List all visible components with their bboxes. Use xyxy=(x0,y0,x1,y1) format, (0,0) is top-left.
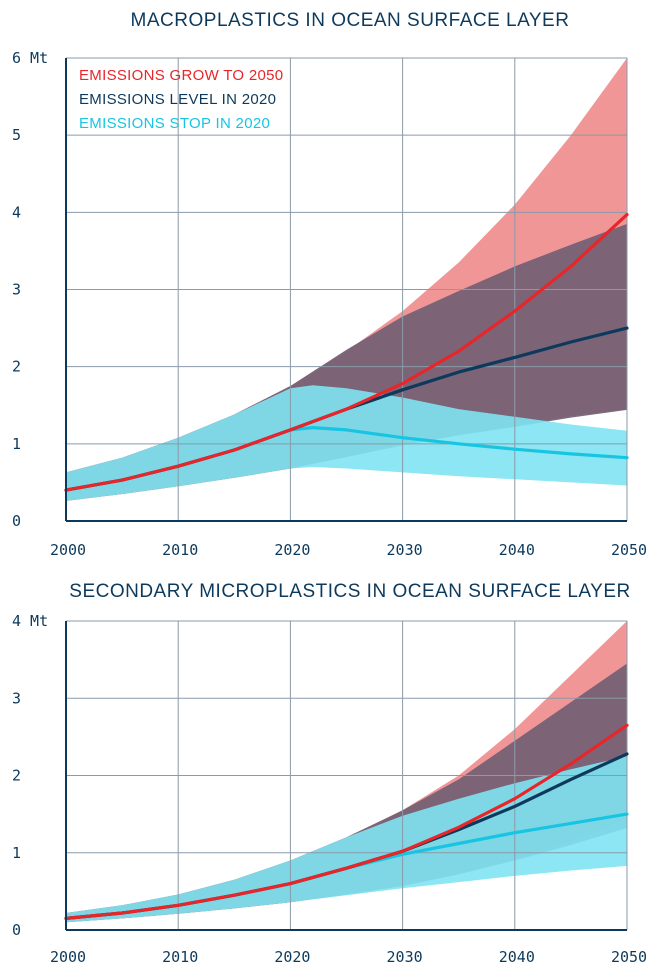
x-tick-label: 2020 xyxy=(274,948,310,966)
band-emissions-stop-in-2020 xyxy=(66,385,627,501)
x-tick-label: 2050 xyxy=(611,948,647,966)
x-tick-label: 2040 xyxy=(499,948,535,966)
y-tick-label: 0 xyxy=(12,921,21,939)
axes xyxy=(65,58,627,522)
y-tick-label: 2 xyxy=(12,767,21,785)
x-tick-label: 2030 xyxy=(387,541,423,559)
x-tick-label: 2050 xyxy=(611,541,647,559)
legend-item-emissions-grow-to-2050: EMISSIONS GROW TO 2050 xyxy=(79,67,283,84)
uncertainty-bands xyxy=(66,621,627,923)
line-emissions-grow-to-2050 xyxy=(64,213,629,492)
legend-item-emissions-stop-in-2020: EMISSIONS STOP IN 2020 xyxy=(79,115,270,132)
y-tick-label: 4 xyxy=(12,203,21,221)
x-tick-label: 2020 xyxy=(274,541,310,559)
macroplastics-chart: MACROPLASTICS IN OCEAN SURFACE LAYER 200… xyxy=(12,10,647,559)
x-tick-labels: 2000 2010 2020 2030 2040 2050 xyxy=(50,948,647,966)
uncertainty-bands xyxy=(66,58,627,501)
legend-item-emissions-level-in-2020: EMISSIONS LEVEL IN 2020 xyxy=(79,91,276,108)
y-tick-label: 4 Mt xyxy=(12,612,48,630)
series-lines xyxy=(64,213,629,492)
y-tick-label: 1 xyxy=(12,844,21,862)
x-tick-label: 2010 xyxy=(162,948,198,966)
y-tick-label: 5 xyxy=(12,126,21,144)
y-tick-label: 1 xyxy=(12,435,21,453)
gridlines xyxy=(66,57,628,521)
series-lines xyxy=(64,723,629,921)
y-tick-label: 6 Mt xyxy=(12,49,48,67)
line-emissions-grow-to-2050 xyxy=(64,723,629,921)
x-tick-label: 2000 xyxy=(50,541,86,559)
x-tick-labels: 2000 2010 2020 2030 2040 2050 xyxy=(50,541,647,559)
band-emissions-stop-in-2020 xyxy=(66,756,627,923)
y-tick-labels: 0 1 2 3 4 Mt xyxy=(12,612,48,939)
x-tick-label: 2010 xyxy=(162,541,198,559)
x-tick-label: 2040 xyxy=(499,541,535,559)
chart-title: MACROPLASTICS IN OCEAN SURFACE LAYER xyxy=(131,10,570,31)
x-tick-label: 2000 xyxy=(50,948,86,966)
y-tick-label: 3 xyxy=(12,281,21,299)
y-tick-label: 3 xyxy=(12,689,21,707)
gridlines xyxy=(66,620,628,930)
legend: EMISSIONS GROW TO 2050 EMISSIONS LEVEL IN… xyxy=(79,67,283,132)
y-tick-label: 0 xyxy=(12,512,21,530)
secondary-microplastics-chart: SECONDARY MICROPLASTICS IN OCEAN SURFACE… xyxy=(12,581,647,966)
y-tick-labels: 0 1 2 3 4 5 6 Mt xyxy=(12,49,48,530)
x-tick-label: 2030 xyxy=(387,948,423,966)
axes xyxy=(65,621,627,931)
y-tick-label: 2 xyxy=(12,358,21,376)
chart-title: SECONDARY MICROPLASTICS IN OCEAN SURFACE… xyxy=(69,581,630,602)
